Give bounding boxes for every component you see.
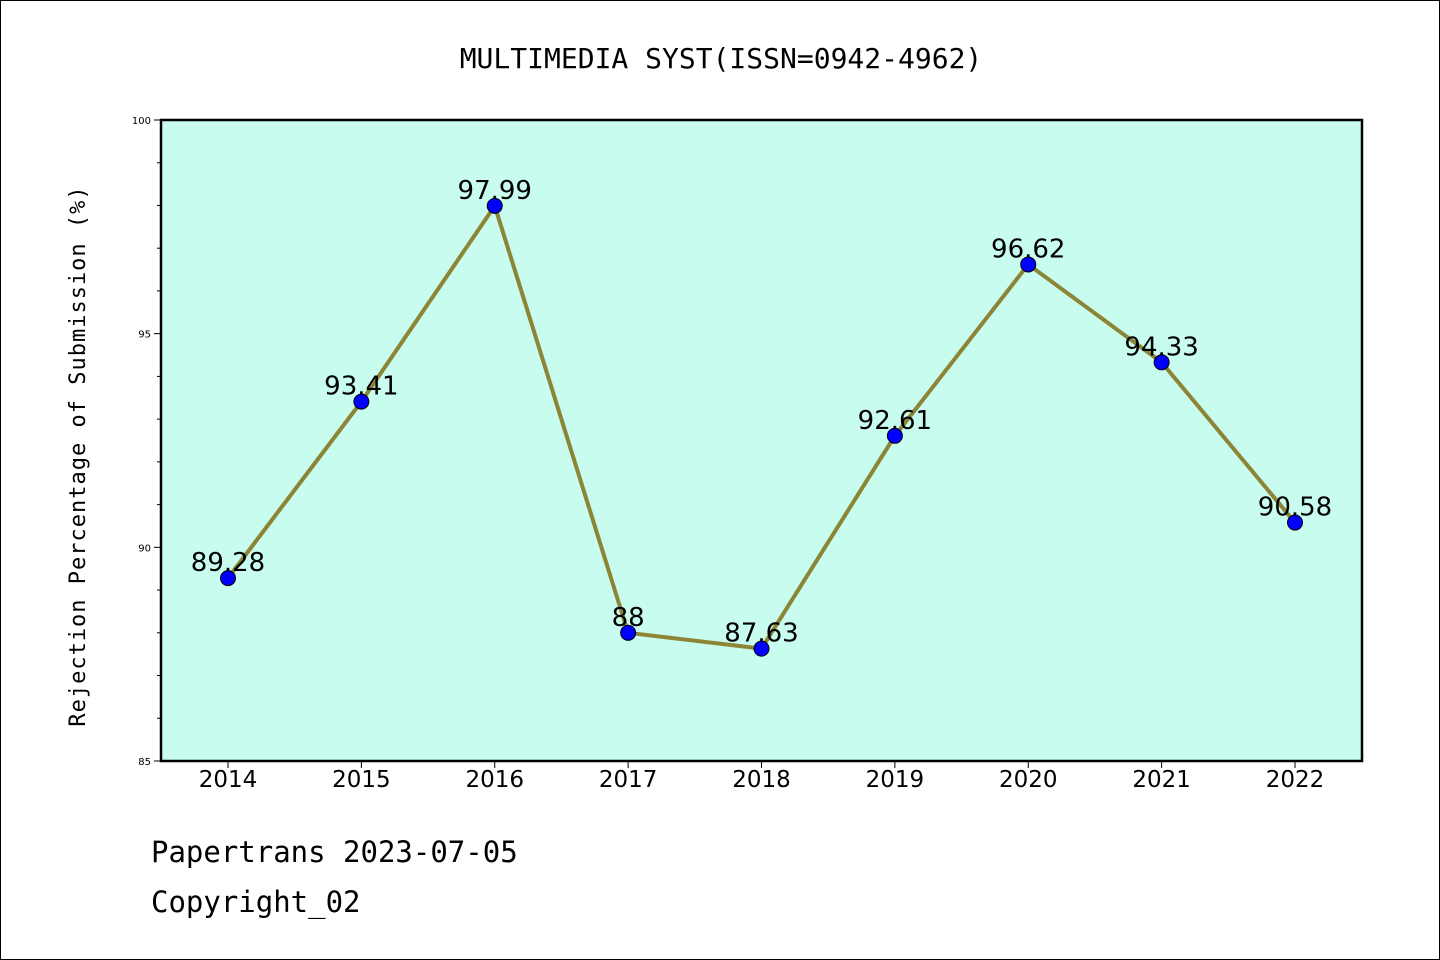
data-point <box>1020 256 1037 273</box>
x-tick-label: 2014 <box>199 767 258 793</box>
y-tick-label: 90 <box>138 543 151 554</box>
data-point <box>353 393 370 410</box>
data-label: 96.62 <box>991 234 1065 264</box>
data-point <box>1153 354 1170 371</box>
data-point <box>220 570 236 587</box>
y-tick-label: 85 <box>138 757 151 768</box>
footer-copyright: Copyright_02 <box>151 885 361 919</box>
y-tick-label: 100 <box>132 116 151 127</box>
x-tick-label: 2016 <box>465 767 524 793</box>
x-tick-label: 2019 <box>866 767 925 793</box>
data-point <box>753 640 770 657</box>
x-tick-label: 2015 <box>332 767 391 793</box>
data-point <box>886 427 903 444</box>
plot-frame <box>159 118 1364 763</box>
data-label: 90.58 <box>1258 493 1332 523</box>
x-tick-label: 2018 <box>732 767 791 793</box>
data-label: 92.61 <box>858 406 932 436</box>
data-label: 97.99 <box>458 176 532 206</box>
chart-title: MULTIMEDIA SYST(ISSN=0942-4962) <box>460 42 983 75</box>
x-tick-label: 2017 <box>599 767 658 793</box>
plot-area <box>161 120 1362 761</box>
data-label: 94.33 <box>1124 332 1198 362</box>
data-point <box>1287 514 1303 531</box>
data-point <box>620 624 637 641</box>
data-point <box>486 197 503 214</box>
x-tick-label: 2021 <box>1132 767 1191 793</box>
x-tick-label: 2020 <box>999 767 1058 793</box>
y-axis-label: Rejection Percentage of Submission (%) <box>66 185 91 726</box>
data-label: 89.28 <box>191 548 265 578</box>
x-tick-label: 2022 <box>1266 767 1325 793</box>
footer-date: Papertrans 2023-07-05 <box>151 835 518 869</box>
data-label: 93.41 <box>324 372 398 402</box>
y-tick-label: 95 <box>138 330 151 341</box>
data-label: 88 <box>612 603 645 633</box>
data-label: 87.63 <box>724 619 798 649</box>
